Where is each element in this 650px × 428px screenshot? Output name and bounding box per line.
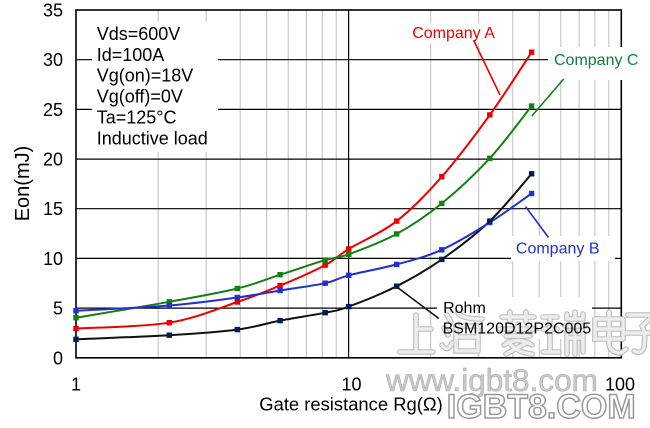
svg-text:Ta=125°C: Ta=125°C xyxy=(97,108,177,128)
svg-text:IGBT8.COM: IGBT8.COM xyxy=(447,388,636,423)
svg-text:25: 25 xyxy=(43,100,63,120)
svg-text:100: 100 xyxy=(605,374,635,394)
svg-text:Gate resistance Rg(Ω): Gate resistance Rg(Ω) xyxy=(259,394,442,415)
svg-text:15: 15 xyxy=(43,199,63,219)
svg-text:Rohm: Rohm xyxy=(443,300,486,317)
svg-text:Company B: Company B xyxy=(516,241,600,258)
svg-text:www.igbt8.com: www.igbt8.com xyxy=(385,362,598,398)
svg-text:Id=100A: Id=100A xyxy=(97,45,165,65)
svg-text:0: 0 xyxy=(53,348,63,368)
svg-text:10: 10 xyxy=(341,374,361,394)
svg-text:Company C: Company C xyxy=(554,52,638,69)
svg-text:1: 1 xyxy=(71,374,81,394)
svg-text:Vg(off)=0V: Vg(off)=0V xyxy=(97,87,183,107)
svg-text:BSM120D12P2C005: BSM120D12P2C005 xyxy=(443,321,592,338)
svg-text:10: 10 xyxy=(43,249,63,269)
svg-text:30: 30 xyxy=(43,50,63,70)
svg-text:Eon(mJ): Eon(mJ) xyxy=(12,146,34,222)
svg-text:Vg(on)=18V: Vg(on)=18V xyxy=(97,66,194,86)
svg-text:Inductive load: Inductive load xyxy=(97,128,208,148)
svg-text:20: 20 xyxy=(43,150,63,170)
svg-text:Company A: Company A xyxy=(412,25,495,42)
svg-text:5: 5 xyxy=(53,299,63,319)
svg-text:Vds=600V: Vds=600V xyxy=(97,24,181,44)
svg-text:35: 35 xyxy=(43,1,63,21)
